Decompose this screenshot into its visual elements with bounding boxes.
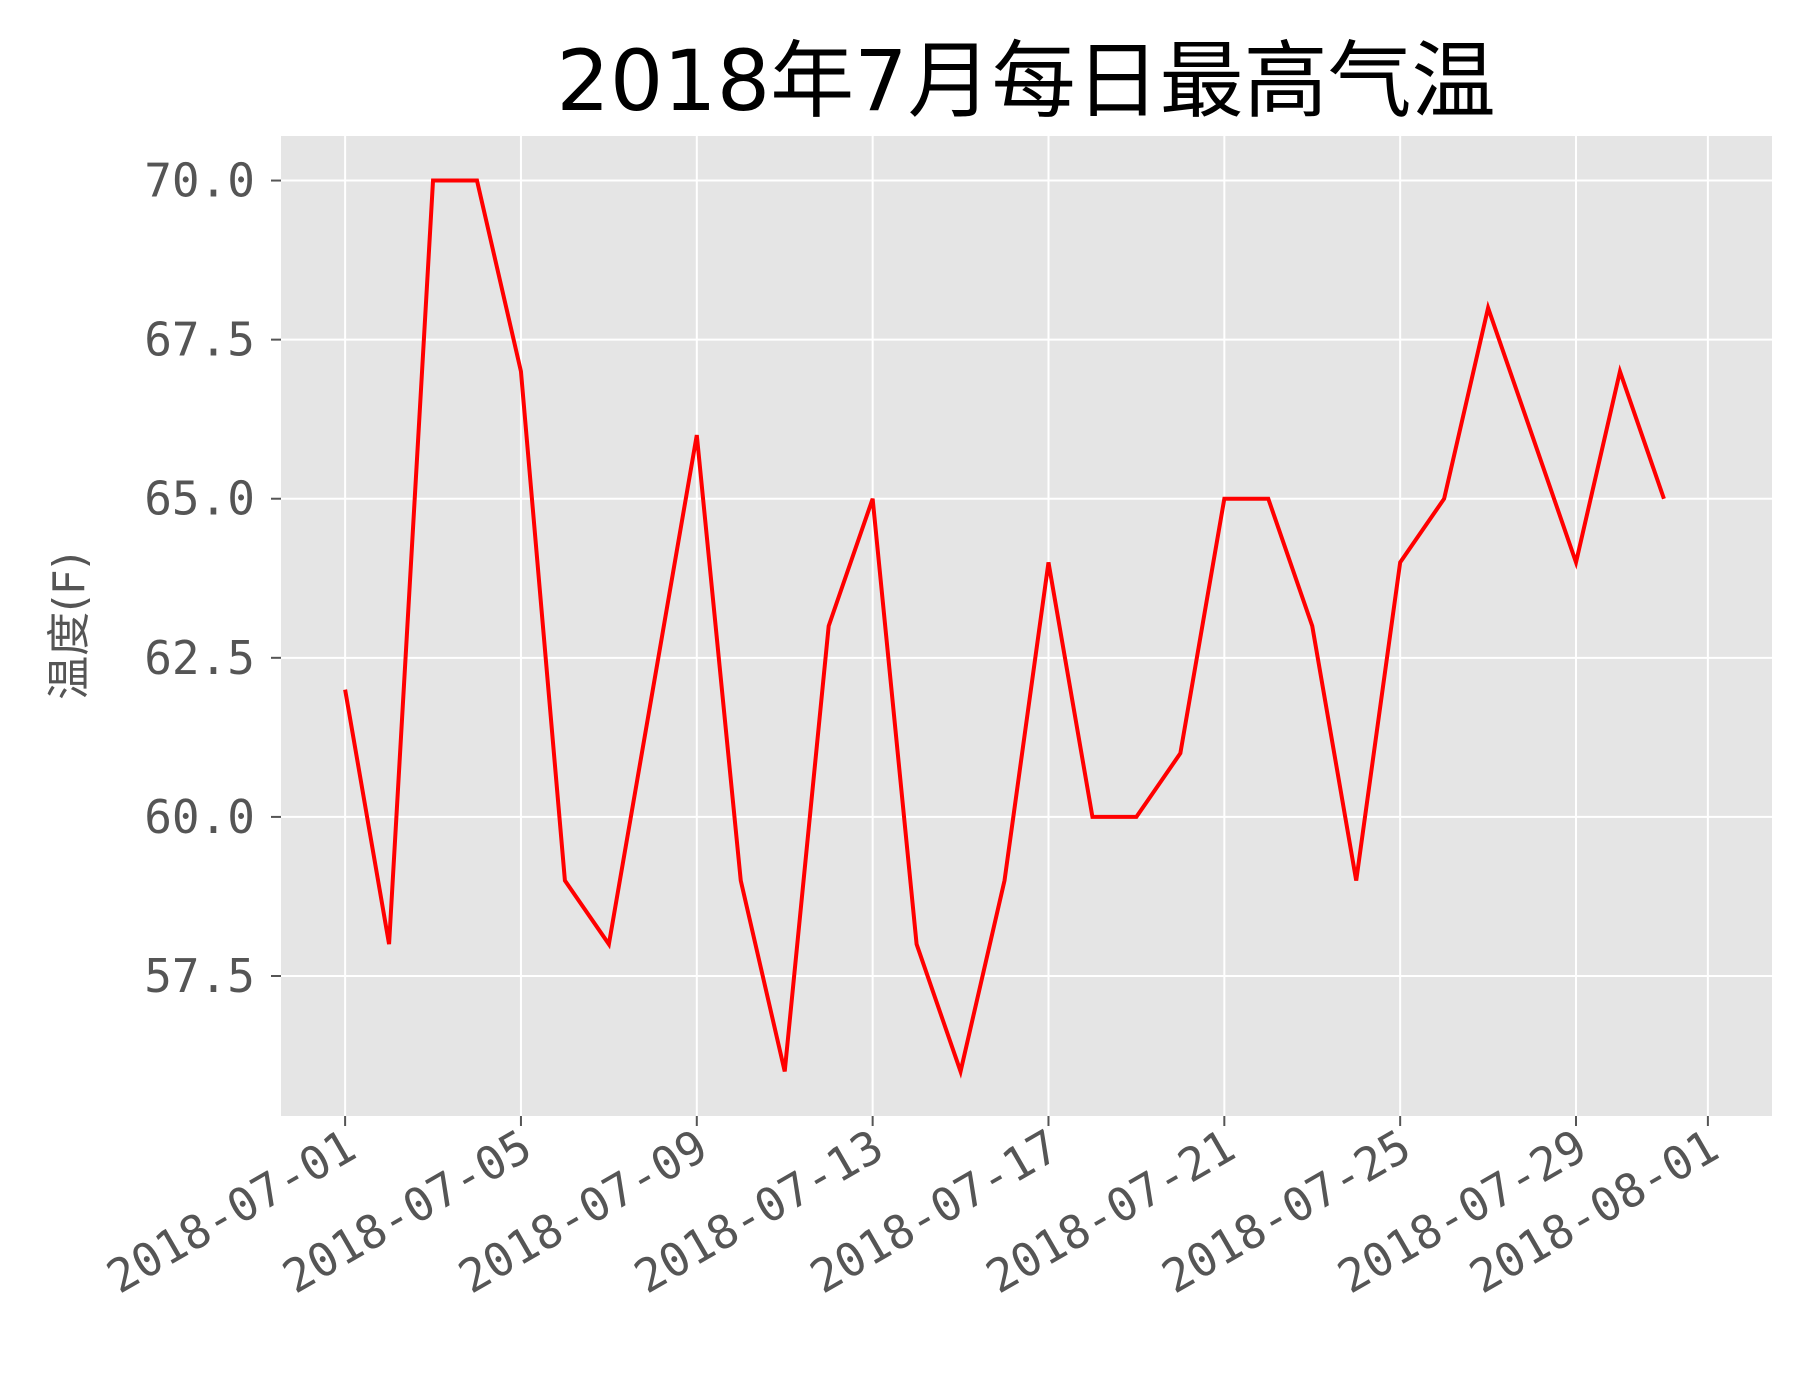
chart-title: 2018年7月每日最高气温: [556, 32, 1495, 130]
series-line-max-temp: [343, 178, 1666, 1079]
y-tick-label: 62.5: [144, 631, 255, 685]
y-tick-label: 60.0: [144, 790, 255, 844]
tick-marks: [271, 179, 1709, 1126]
grid-lines: [281, 136, 1772, 1116]
y-tick-label: 57.5: [144, 949, 255, 1003]
y-tick-label: 65.0: [144, 472, 255, 526]
plot-background: [281, 136, 1772, 1116]
y-tick-label: 67.5: [144, 313, 255, 367]
y-axis-label: 温度(F): [44, 552, 95, 700]
y-tick-labels: 57.5 60.0 62.5 65.0 67.5 70.0: [144, 154, 255, 1003]
x-tick-labels: 2018-07-012018-07-052018-07-092018-07-13…: [98, 1119, 1728, 1304]
y-tick-label: 70.0: [144, 154, 255, 208]
